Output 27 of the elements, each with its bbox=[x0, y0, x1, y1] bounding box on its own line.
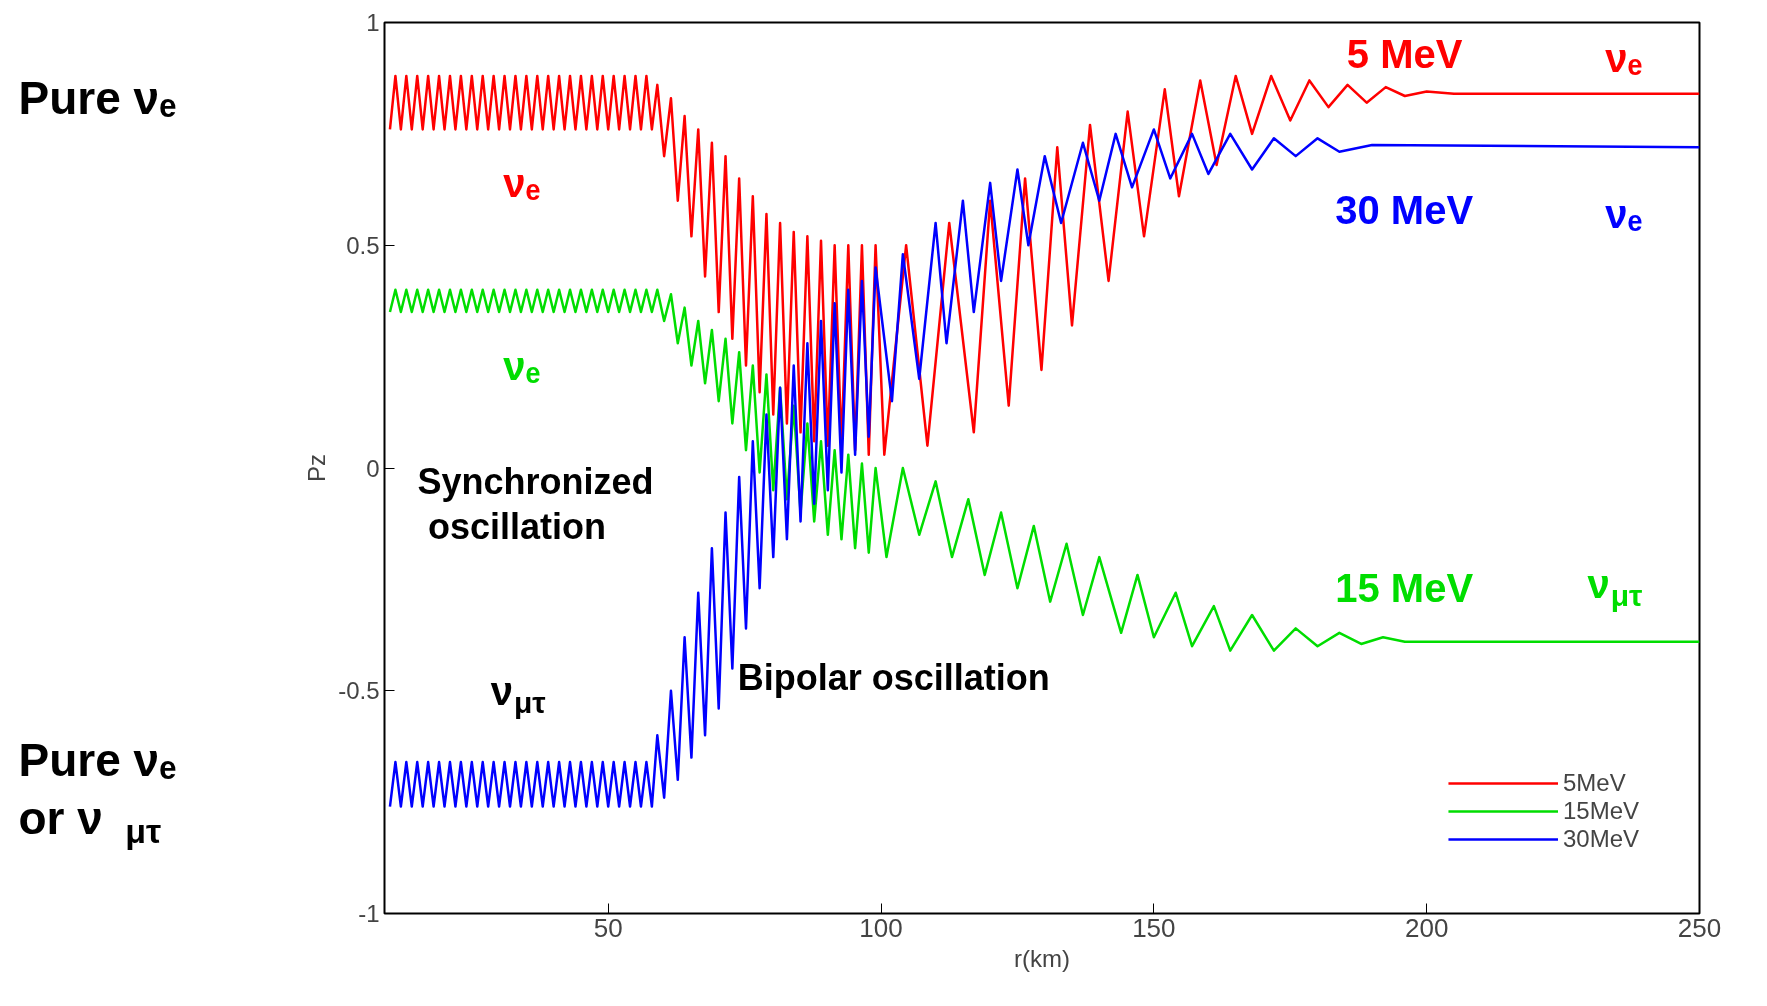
legend-label: 15MeV bbox=[1562, 797, 1639, 825]
annotation: νₑ bbox=[1605, 36, 1643, 81]
legend-label: 30MeV bbox=[1562, 825, 1639, 853]
y-tick-label: -0.5 bbox=[338, 677, 380, 705]
x-tick-label: 250 bbox=[1677, 912, 1722, 943]
annotation: νₑ bbox=[503, 343, 541, 388]
annotation: νₑ bbox=[1605, 192, 1643, 237]
x-tick-label: 50 bbox=[593, 912, 623, 943]
line-series bbox=[388, 74, 1700, 456]
annotation: 15 MeV bbox=[1335, 566, 1474, 611]
legend-label: 5MeV bbox=[1562, 769, 1626, 797]
annotation: Bipolar oscillation bbox=[737, 656, 1050, 698]
x-tick-label: 150 bbox=[1132, 912, 1176, 943]
y-tick-label: 0 bbox=[366, 454, 380, 482]
annotation: Synchronized oscillation bbox=[417, 460, 654, 547]
x-tick-label: 100 bbox=[859, 912, 903, 943]
x-axis-title: r(km) bbox=[1014, 944, 1070, 972]
annotation: 5 MeV bbox=[1346, 31, 1463, 76]
y-tick-label: 1 bbox=[366, 9, 380, 36]
y-tick-label: -1 bbox=[358, 900, 380, 927]
x-tick-label: 200 bbox=[1404, 912, 1449, 943]
y-axis-title: Pz bbox=[303, 453, 331, 482]
annotation: 30 MeV bbox=[1335, 187, 1474, 232]
text: Pure νₑ bbox=[18, 72, 177, 125]
line-series bbox=[388, 288, 1700, 652]
annotation: νₑ bbox=[503, 160, 541, 205]
y-tick-label: 0.5 bbox=[346, 231, 380, 259]
